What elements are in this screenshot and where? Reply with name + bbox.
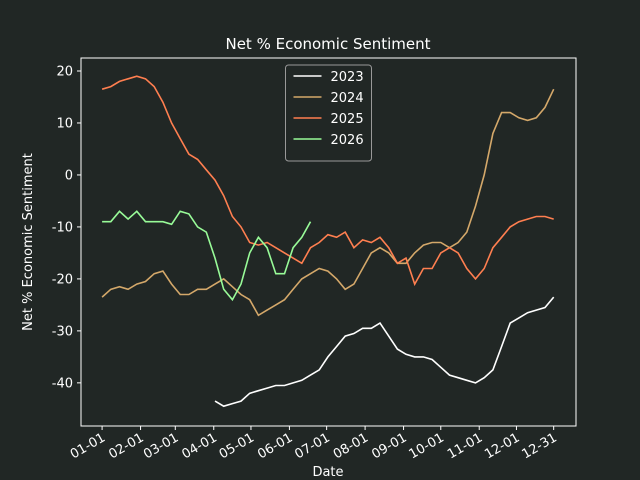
legend-label: 2025 — [331, 112, 364, 127]
y-tick-label: -10 — [52, 220, 73, 235]
y-tick-label: 10 — [56, 116, 73, 131]
legend-label: 2023 — [331, 70, 364, 85]
plot-frame — [80, 57, 577, 427]
x-axis-label: Date — [312, 465, 343, 480]
y-tick-label: -20 — [52, 272, 73, 287]
series-line — [102, 210, 312, 302]
series-line — [214, 296, 555, 408]
y-tick-label: -40 — [52, 376, 73, 391]
y-tick-label: -30 — [52, 324, 73, 339]
legend-label: 2024 — [331, 91, 364, 106]
legend-box — [285, 64, 372, 162]
y-tick-label: 20 — [56, 64, 73, 79]
series-line — [101, 75, 554, 287]
series-line — [101, 88, 555, 317]
y-tick-label: 0 — [65, 168, 73, 183]
y-axis-label: Net % Economic Sentiment — [21, 153, 36, 331]
chart-title: Net % Economic Sentiment — [225, 35, 430, 53]
legend-label: 2026 — [331, 133, 364, 148]
